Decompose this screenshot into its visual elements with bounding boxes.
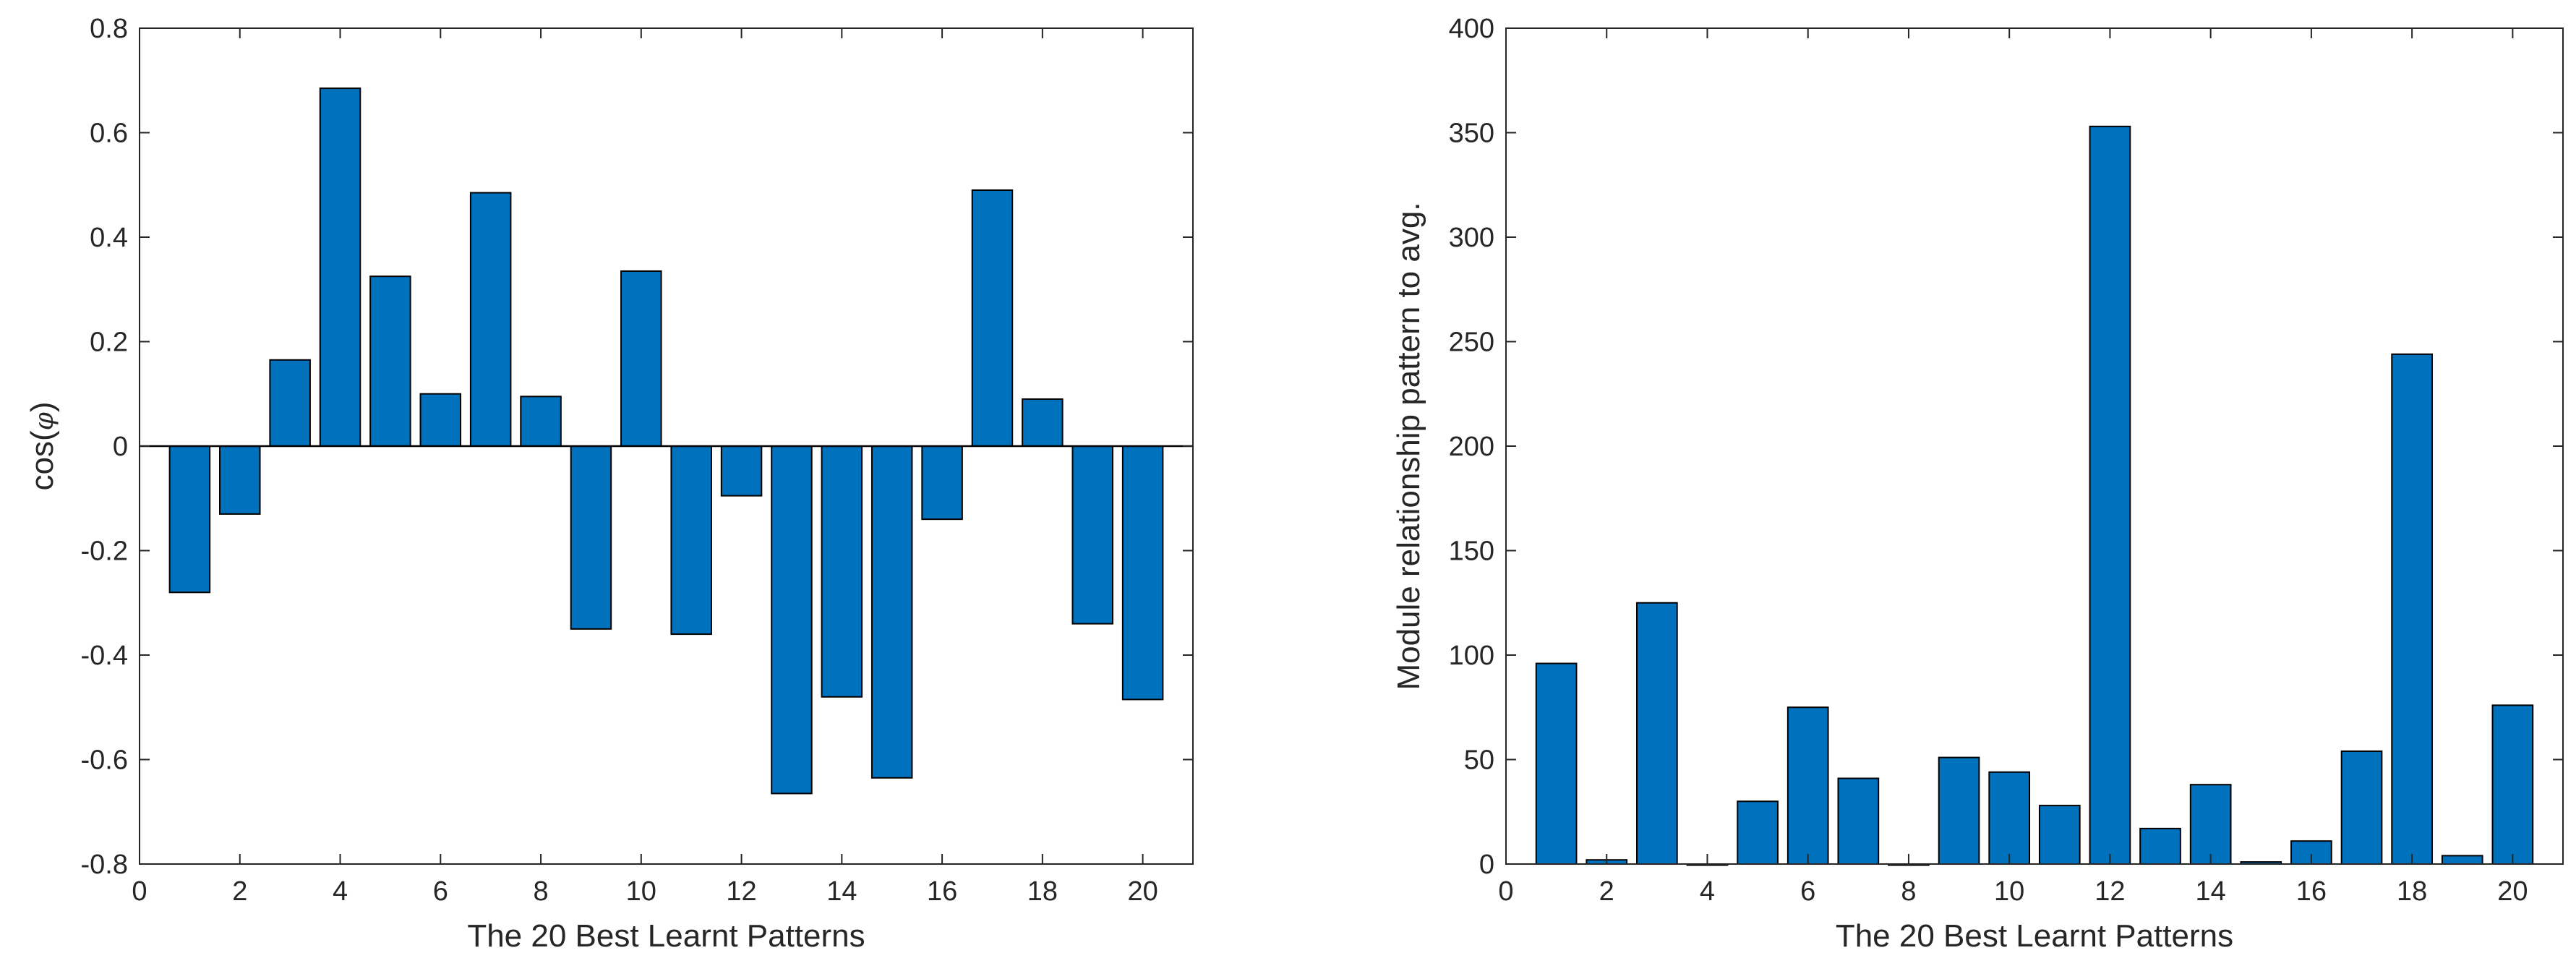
module-x-tick-label-8: 8 xyxy=(1901,876,1916,907)
cosine-x-tick-label-4: 4 xyxy=(333,876,348,907)
cosine-bar-16 xyxy=(921,445,963,521)
cosine-y-tick-label-3: -0.2 xyxy=(81,536,128,567)
cosine-bar-10 xyxy=(620,270,662,447)
cosine-bars xyxy=(168,87,1164,795)
cosine-bar-8 xyxy=(520,396,562,447)
cosine-y-tick-label-8: 0.8 xyxy=(90,14,128,44)
cosine-bar-12 xyxy=(720,445,763,497)
module-bar-18 xyxy=(2391,353,2433,865)
cosine-y-tick-label-6: 0.4 xyxy=(90,223,128,253)
module-bar-9 xyxy=(1938,756,1980,865)
module-bar-10 xyxy=(1988,771,2031,865)
cosine-y-tick-label-4: 0 xyxy=(113,432,128,462)
module-y-ticks: 0 50 100 150 200 250 300 350 400 xyxy=(1449,14,2563,880)
cosine-y-tick-label-0: -0.8 xyxy=(81,850,128,880)
module-x-tick-label-10: 10 xyxy=(1994,876,2024,907)
cosine-y-axis-label: cos(φ) xyxy=(25,402,60,491)
cosine-bar-18 xyxy=(1022,398,1064,447)
cosine-x-tick-label-8: 8 xyxy=(533,876,548,907)
cosine-y-label-suffix: ) xyxy=(25,402,60,413)
module-x-tick-label-16: 16 xyxy=(2296,876,2327,907)
module-x-tick-label-6: 6 xyxy=(1800,876,1815,907)
cosine-bar-9 xyxy=(570,445,612,630)
module-y-tick-label-7: 350 xyxy=(1449,119,1494,149)
cosine-x-tick-label-16: 16 xyxy=(927,876,957,907)
module-x-tick-label-0: 0 xyxy=(1498,876,1513,907)
module-bar-1 xyxy=(1535,662,1578,865)
module-x-axis-label: The 20 Best Learnt Patterns xyxy=(1836,918,2233,954)
cosine-bar-4 xyxy=(319,87,361,448)
module-bar-19 xyxy=(2441,855,2483,865)
cosine-chart: 0 2 4 6 8 10 12 14 16 18 20 -0.8 -0.6 -0.4 -0.2 0 0.2 0.… xyxy=(25,14,1194,954)
cosine-bar-1 xyxy=(168,445,211,594)
module-x-tick-label-20: 20 xyxy=(2497,876,2528,907)
cosine-x-tick-label-18: 18 xyxy=(1027,876,1058,907)
cosine-bar-14 xyxy=(821,445,863,698)
cosine-y-tick-label-5: 0.2 xyxy=(90,328,128,358)
cosine-x-tick-label-6: 6 xyxy=(433,876,448,907)
cosine-bar-17 xyxy=(971,189,1014,447)
cosine-bar-19 xyxy=(1071,445,1113,625)
cosine-x-tick-label-14: 14 xyxy=(826,876,857,907)
module-bar-17 xyxy=(2340,750,2383,865)
cosine-bar-13 xyxy=(771,445,813,795)
module-relationship-chart: 0 2 4 6 8 10 12 14 16 18 20 0 50 100 150 200 250 300 350 4… xyxy=(1391,14,2564,954)
module-bar-3 xyxy=(1636,602,1678,865)
module-x-tick-label-14: 14 xyxy=(2196,876,2226,907)
cosine-bar-20 xyxy=(1121,445,1164,701)
cosine-y-tick-label-2: -0.4 xyxy=(81,641,128,671)
cosine-bar-11 xyxy=(670,445,712,636)
cosine-y-ticks: -0.8 -0.6 -0.4 -0.2 0 0.2 0.4 0.6 0.8 xyxy=(81,14,1193,880)
cosine-bar-7 xyxy=(469,192,512,447)
module-bar-14 xyxy=(2189,784,2232,865)
module-y-tick-label-5: 250 xyxy=(1449,328,1494,358)
cosine-x-tick-label-20: 20 xyxy=(1127,876,1158,907)
module-x-ticks: 0 2 4 6 8 10 12 14 16 18 20 xyxy=(1498,28,2528,907)
module-bars xyxy=(1535,125,2534,866)
module-bar-13 xyxy=(2139,827,2181,865)
cosine-y-tick-label-1: -0.6 xyxy=(81,745,128,776)
module-y-tick-label-6: 300 xyxy=(1449,223,1494,253)
cosine-y-tick-label-7: 0.6 xyxy=(90,119,128,149)
cosine-x-axis-label: The 20 Best Learnt Patterns xyxy=(467,918,865,954)
cosine-x-ticks: 0 2 4 6 8 10 12 14 16 18 20 xyxy=(132,28,1158,907)
module-y-tick-label-3: 150 xyxy=(1449,536,1494,567)
module-x-tick-label-18: 18 xyxy=(2397,876,2427,907)
cosine-y-label-prefix: cos( xyxy=(25,430,60,490)
phi-symbol: φ xyxy=(30,411,59,430)
module-bar-20 xyxy=(2491,704,2534,865)
module-y-axis-label: Module relationship pattern to avg. xyxy=(1391,202,1426,690)
cosine-x-tick-label-12: 12 xyxy=(726,876,756,907)
module-y-tick-label-4: 200 xyxy=(1449,432,1494,462)
module-x-tick-label-12: 12 xyxy=(2094,876,2125,907)
cosine-x-tick-label-10: 10 xyxy=(626,876,656,907)
module-bar-11 xyxy=(2038,805,2081,865)
cosine-bar-3 xyxy=(269,359,311,448)
cosine-x-tick-label-2: 2 xyxy=(232,876,247,907)
module-bar-7 xyxy=(1837,777,1880,865)
module-bar-5 xyxy=(1737,800,1779,865)
module-bar-12 xyxy=(2089,125,2131,865)
module-bar-6 xyxy=(1786,706,1829,865)
cosine-x-tick-label-0: 0 xyxy=(132,876,147,907)
module-y-tick-label-2: 100 xyxy=(1449,641,1494,671)
cosine-bar-15 xyxy=(870,445,913,779)
module-y-tick-label-8: 400 xyxy=(1449,14,1494,44)
cosine-bar-6 xyxy=(419,393,462,447)
module-y-tick-label-1: 50 xyxy=(1464,745,1494,776)
cosine-bar-2 xyxy=(219,445,261,515)
module-x-tick-label-4: 4 xyxy=(1700,876,1715,907)
cosine-bar-5 xyxy=(369,275,411,447)
module-x-tick-label-2: 2 xyxy=(1599,876,1614,907)
module-y-tick-label-0: 0 xyxy=(1479,850,1494,880)
